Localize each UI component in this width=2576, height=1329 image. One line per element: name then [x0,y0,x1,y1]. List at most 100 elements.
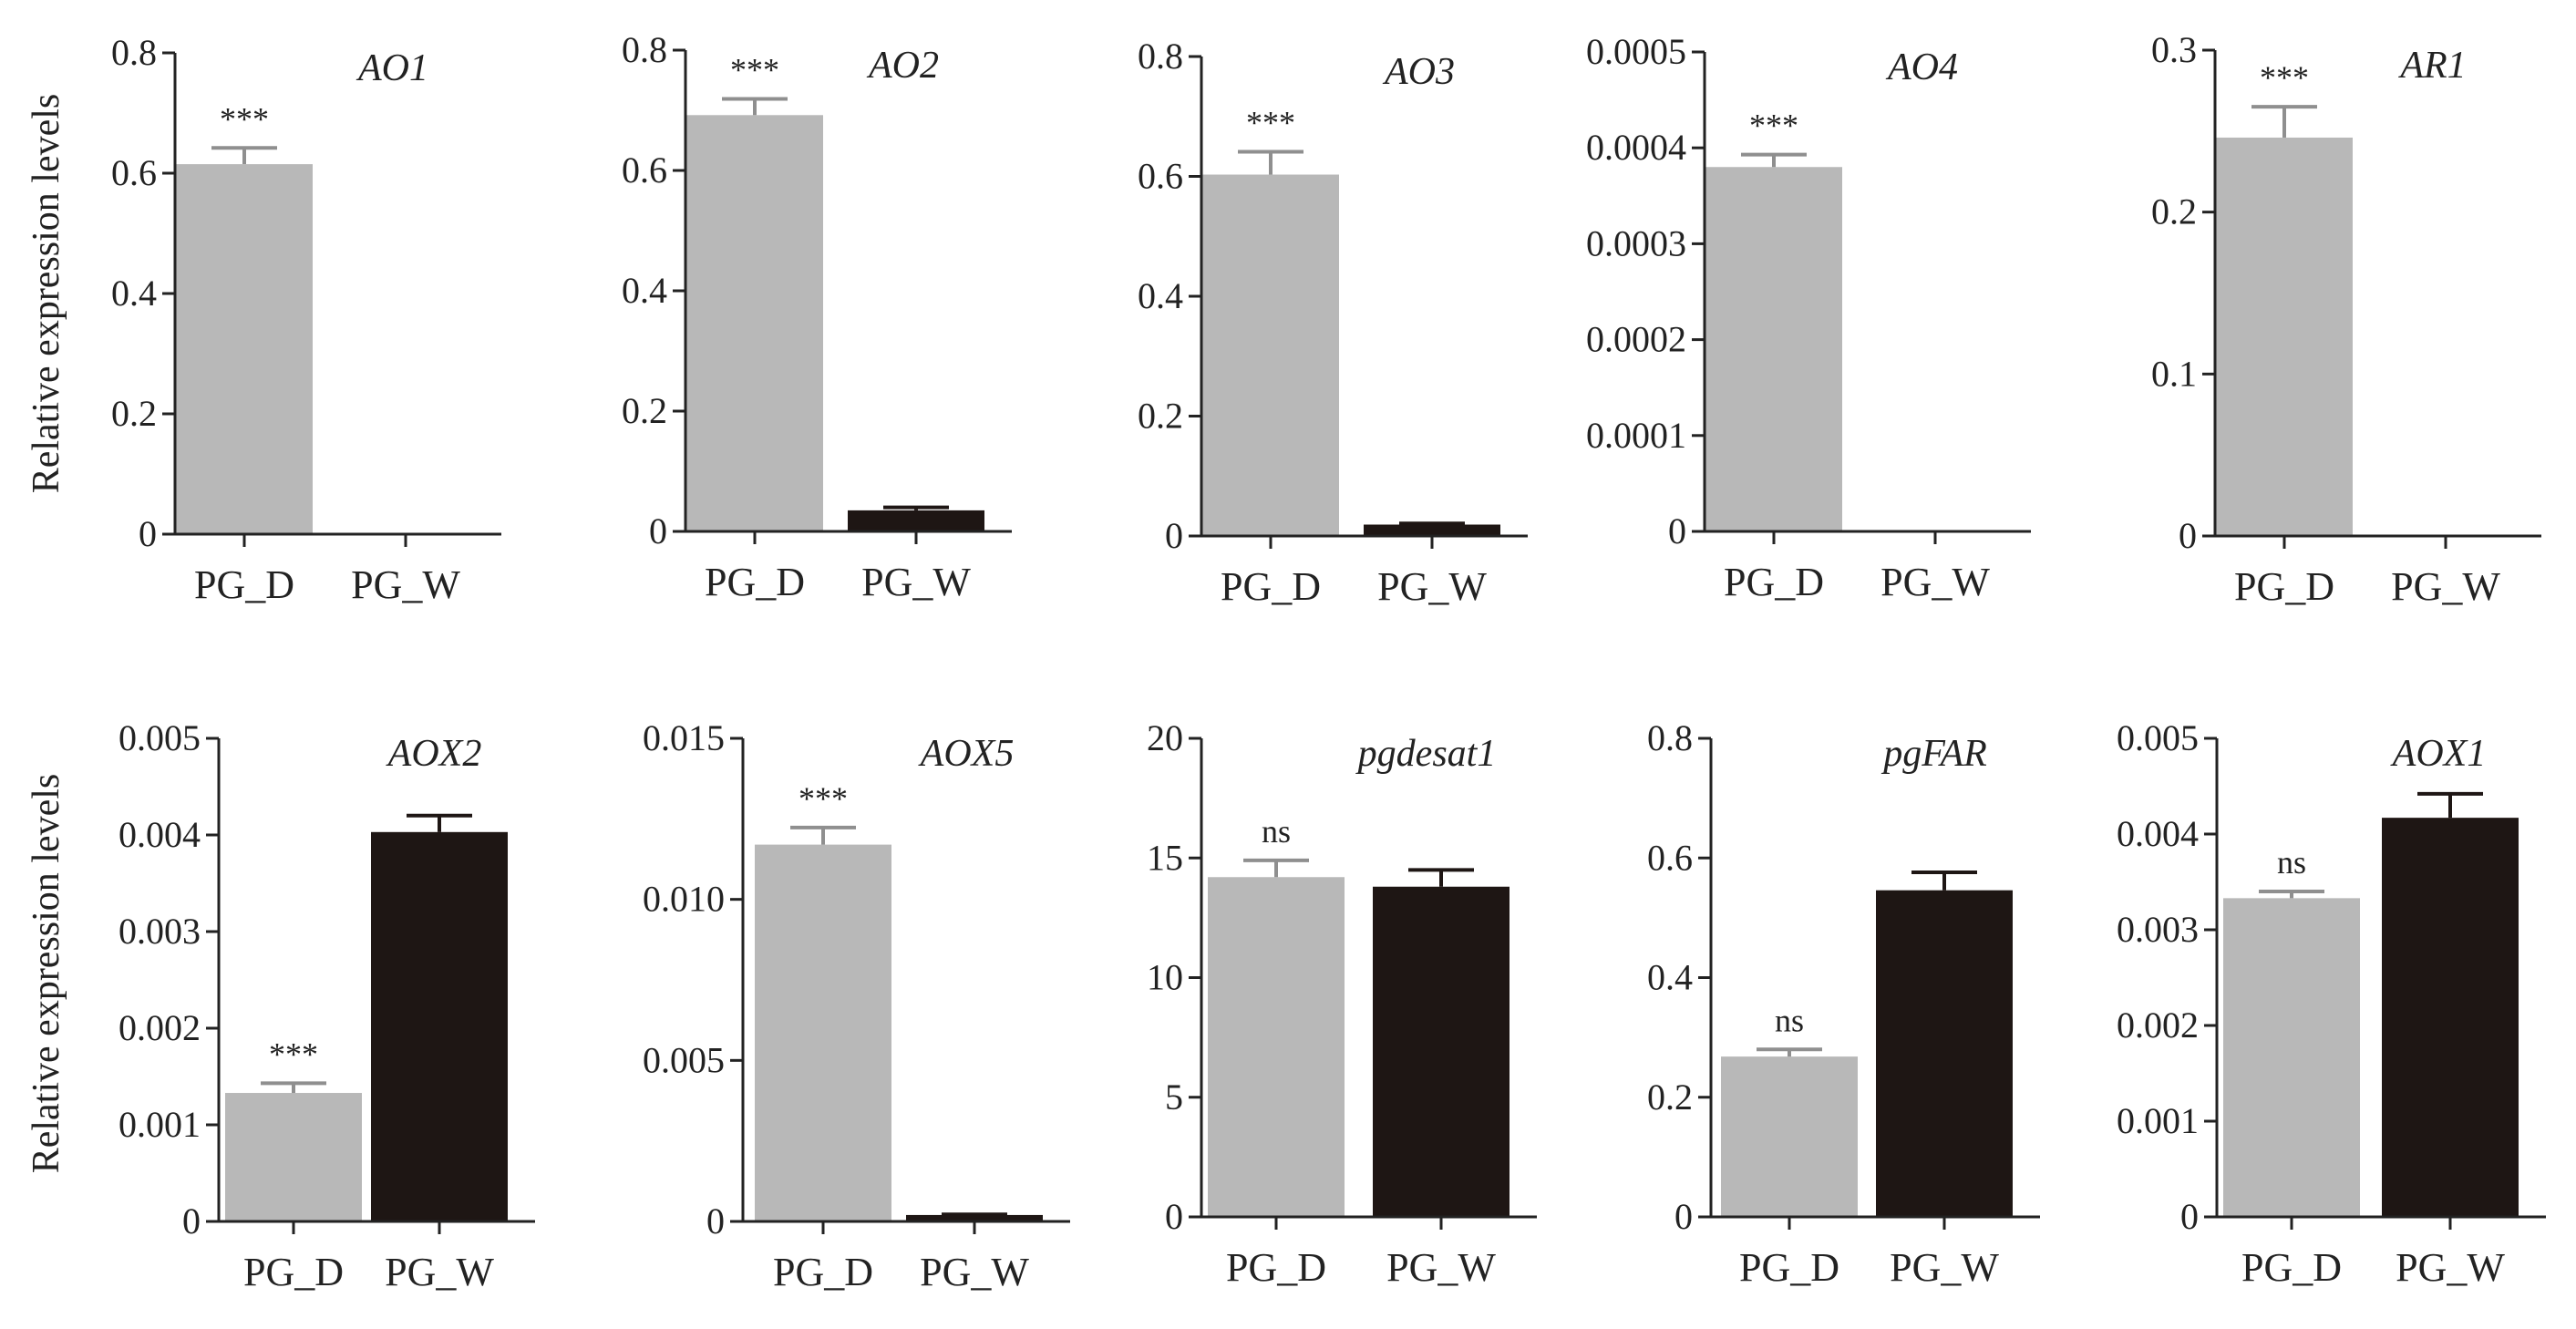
y-tick-label: 0.015 [643,717,725,758]
x-tick-label: PG_W [1377,564,1487,609]
gene-title: AO3 [1382,51,1455,93]
gene-title: pgFAR [1880,733,1987,775]
bar-pg-d [2216,137,2353,536]
bar-pg-w [1373,886,1510,1217]
y-tick-label: 0 [1165,1196,1183,1237]
y-tick-label: 0.8 [111,32,157,73]
y-tick-label: 0.6 [622,149,667,191]
x-tick-label: PG_D [1724,560,1824,604]
significance-label: ns [1262,813,1291,850]
x-tick-label: PG_W [351,562,460,607]
y-tick-label: 15 [1147,837,1183,878]
gene-title: AOX5 [918,733,1015,775]
significance-label: *** [269,1035,318,1072]
y-tick-label: 0 [1674,1196,1693,1237]
y-tick-label: 0.0003 [1586,222,1686,263]
chart-panel-ao3: *** PG_D PG_W 0 0.2 0.4 0.6 0.8 AO3 [1138,36,1528,609]
y-tick-label: 0.0005 [1586,31,1686,72]
y-tick-label: 0.2 [622,390,667,431]
y-tick-label: 0.6 [111,152,157,193]
bar-pg-w [1876,890,2013,1217]
bar-pg-w [2382,818,2519,1217]
chart-panel-pgfar: ns PG_D PG_W 0 0.2 0.4 0.6 0.8 pgFAR [1647,717,2040,1290]
y-tick-label: 0.8 [622,29,667,70]
y-tick-label: 0.4 [622,270,667,311]
y-tick-label: 0.4 [1647,957,1693,998]
x-tick-label: PG_D [243,1250,344,1294]
y-tick-label: 0.4 [111,273,157,314]
x-tick-label: PG_D [773,1250,873,1294]
y-tick-label: 0.2 [1647,1077,1693,1118]
bar-pg-d [225,1093,362,1221]
bar-pg-d [176,164,313,534]
x-tick-label: PG_D [1739,1245,1839,1290]
y-tick-label: 0 [2180,1196,2199,1237]
bar-pg-d [1202,174,1339,536]
y-tick-label: 0.004 [118,814,201,855]
x-tick-label: PG_W [861,560,971,604]
y-tick-label: 0.6 [1138,156,1183,197]
bar-pg-d [1705,167,1842,532]
y-tick-label: 10 [1147,957,1183,998]
y-tick-label: 0.002 [118,1007,201,1048]
y-axis-title: Relative expression levels [26,774,67,1174]
gene-title: AO4 [1885,46,1958,88]
x-tick-label: PG_W [1890,1245,1999,1290]
chart-panel-ao4: *** PG_D PG_W 0 0.0001 0.0002 0.0003 0.0004 0.00… [1586,31,2031,604]
bar-pg-w [906,1214,1043,1221]
bar-pg-w [1364,524,1500,536]
x-tick-label: PG_W [2396,1245,2505,1290]
gene-title: pgdesat1 [1355,733,1497,775]
x-tick-label: PG_W [920,1250,1029,1294]
significance-label: *** [730,51,779,88]
y-tick-label: 0 [182,1200,201,1241]
y-tick-label: 20 [1147,717,1183,758]
y-tick-label: 0.010 [643,879,725,920]
y-tick-label: 0.8 [1647,717,1693,758]
x-tick-label: PG_W [1386,1245,1496,1290]
significance-label: *** [220,100,269,137]
y-tick-label: 0.1 [2151,353,2197,394]
y-tick-label: 5 [1165,1077,1183,1118]
gene-title: AR1 [2397,45,2466,87]
y-tick-label: 0 [1668,510,1686,551]
x-tick-label: PG_W [1880,560,1990,604]
y-tick-label: 0 [139,513,157,554]
gene-title: AO1 [355,47,428,89]
bar-pg-w [848,510,984,531]
significance-label: *** [1246,105,1295,141]
chart-panel-aox1: ns PG_D PG_W 0 0.001 0.002 0.003 0.004 0.005 AOX1 [2117,717,2546,1290]
y-tick-label: 0.2 [111,393,157,434]
x-tick-label: PG_D [194,562,294,607]
bar-pg-d [686,115,823,531]
bar-pg-d [1721,1056,1858,1217]
significance-label: *** [2260,59,2309,96]
chart-panel-ao2: *** PG_D PG_W 0 0.2 0.4 0.6 0.8 AO2 [622,29,1012,604]
x-tick-label: PG_D [2241,1245,2342,1290]
x-tick-label: PG_D [2234,564,2334,609]
significance-label: ns [1775,1002,1804,1038]
bar-pg-d [2223,898,2360,1217]
chart-panel-aox5: *** PG_D PG_W 0 0.005 0.010 0.015 AOX5 [643,717,1070,1294]
y-tick-label: 0.005 [118,717,201,758]
x-tick-label: PG_W [2391,564,2500,609]
bar-pg-d [1208,877,1345,1217]
y-axis-title: Relative expression levels [26,94,67,494]
y-tick-label: 0 [649,510,667,551]
significance-label: ns [2277,844,2306,881]
y-tick-label: 0.6 [1647,837,1693,878]
x-tick-label: PG_D [1221,564,1321,609]
significance-label: *** [799,780,848,817]
y-tick-label: 0.003 [2117,909,2199,950]
y-tick-label: 0.001 [118,1104,201,1145]
y-tick-label: 0.4 [1138,275,1183,316]
y-tick-label: 0.005 [643,1039,725,1080]
y-tick-label: 0.004 [2117,813,2199,854]
y-tick-label: 0.2 [1138,396,1183,437]
y-tick-label: 0.0001 [1586,415,1686,456]
gene-title: AOX2 [386,733,482,775]
y-tick-label: 0.005 [2117,717,2199,758]
x-tick-label: PG_D [1226,1245,1326,1290]
bar-pg-w [371,831,508,1221]
